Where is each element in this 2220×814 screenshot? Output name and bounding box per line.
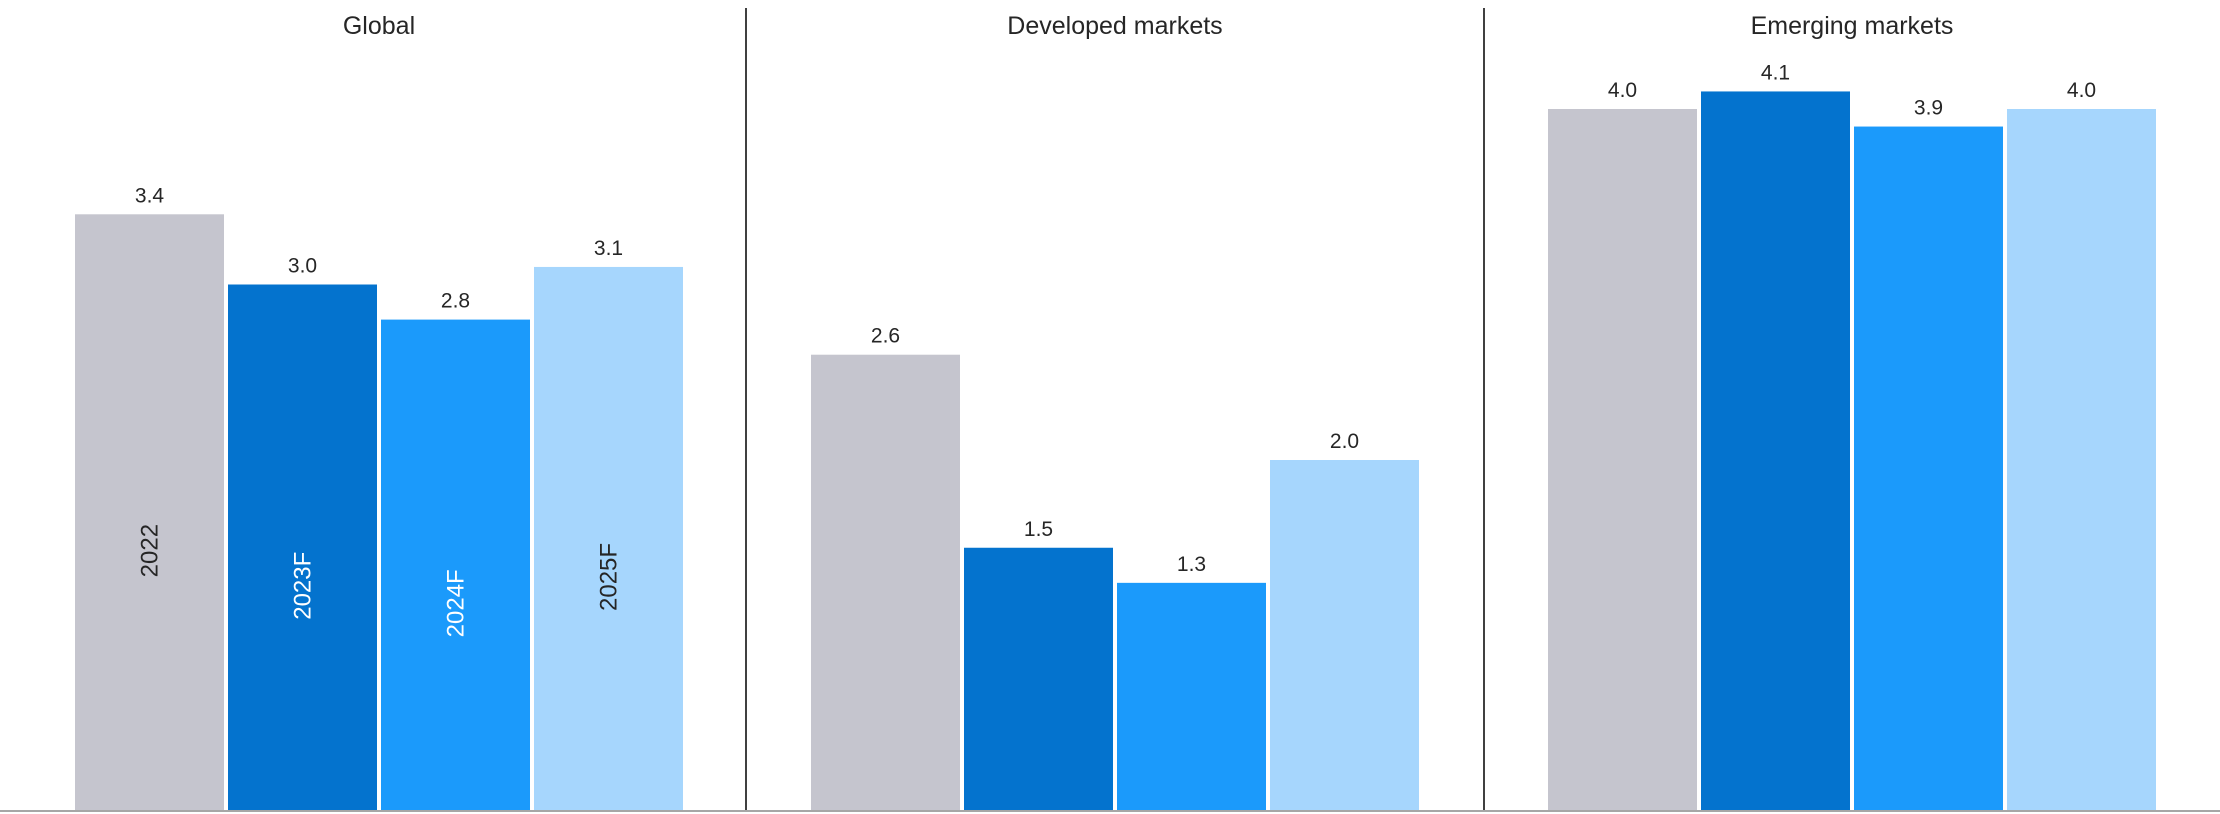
panel-title: Emerging markets: [1751, 12, 1954, 40]
panel-title: Global: [343, 12, 415, 40]
value-label: 1.3: [1177, 553, 1206, 576]
bar-2023f-0: [228, 284, 377, 811]
series-label-2024f: 2024F: [443, 569, 470, 637]
value-label: 4.1: [1761, 61, 1790, 84]
value-label: 3.4: [135, 184, 165, 207]
value-label: 1.5: [1024, 518, 1053, 541]
bar-2023f-1: [964, 547, 1113, 811]
value-label: 3.1: [594, 237, 623, 260]
bar-2024f-2: [1854, 126, 2003, 812]
bar-2024f-1: [1117, 582, 1266, 811]
value-label: 4.0: [2067, 79, 2096, 102]
bar-2022-1: [811, 354, 960, 811]
bar-2025f-1: [1270, 460, 1419, 811]
series-label-2022: 2022: [137, 524, 164, 577]
bar-2022-2: [1548, 109, 1697, 811]
value-label: 4.0: [1608, 79, 1637, 102]
bar-2025f-2: [2007, 109, 2156, 811]
panel-title: Developed markets: [1007, 12, 1222, 40]
value-label: 2.8: [441, 290, 470, 313]
value-label: 2.6: [871, 325, 900, 348]
value-label: 3.9: [1914, 97, 1943, 120]
value-label: 3.0: [288, 255, 317, 278]
value-label: 2.0: [1330, 430, 1359, 453]
series-label-2025f: 2025F: [596, 543, 623, 611]
bar-2023f-2: [1701, 91, 1850, 811]
series-label-2023f: 2023F: [290, 552, 317, 620]
bar-2022-0: [75, 214, 224, 812]
bar-2025f-0: [534, 266, 683, 811]
bar-2024f-0: [381, 319, 530, 811]
